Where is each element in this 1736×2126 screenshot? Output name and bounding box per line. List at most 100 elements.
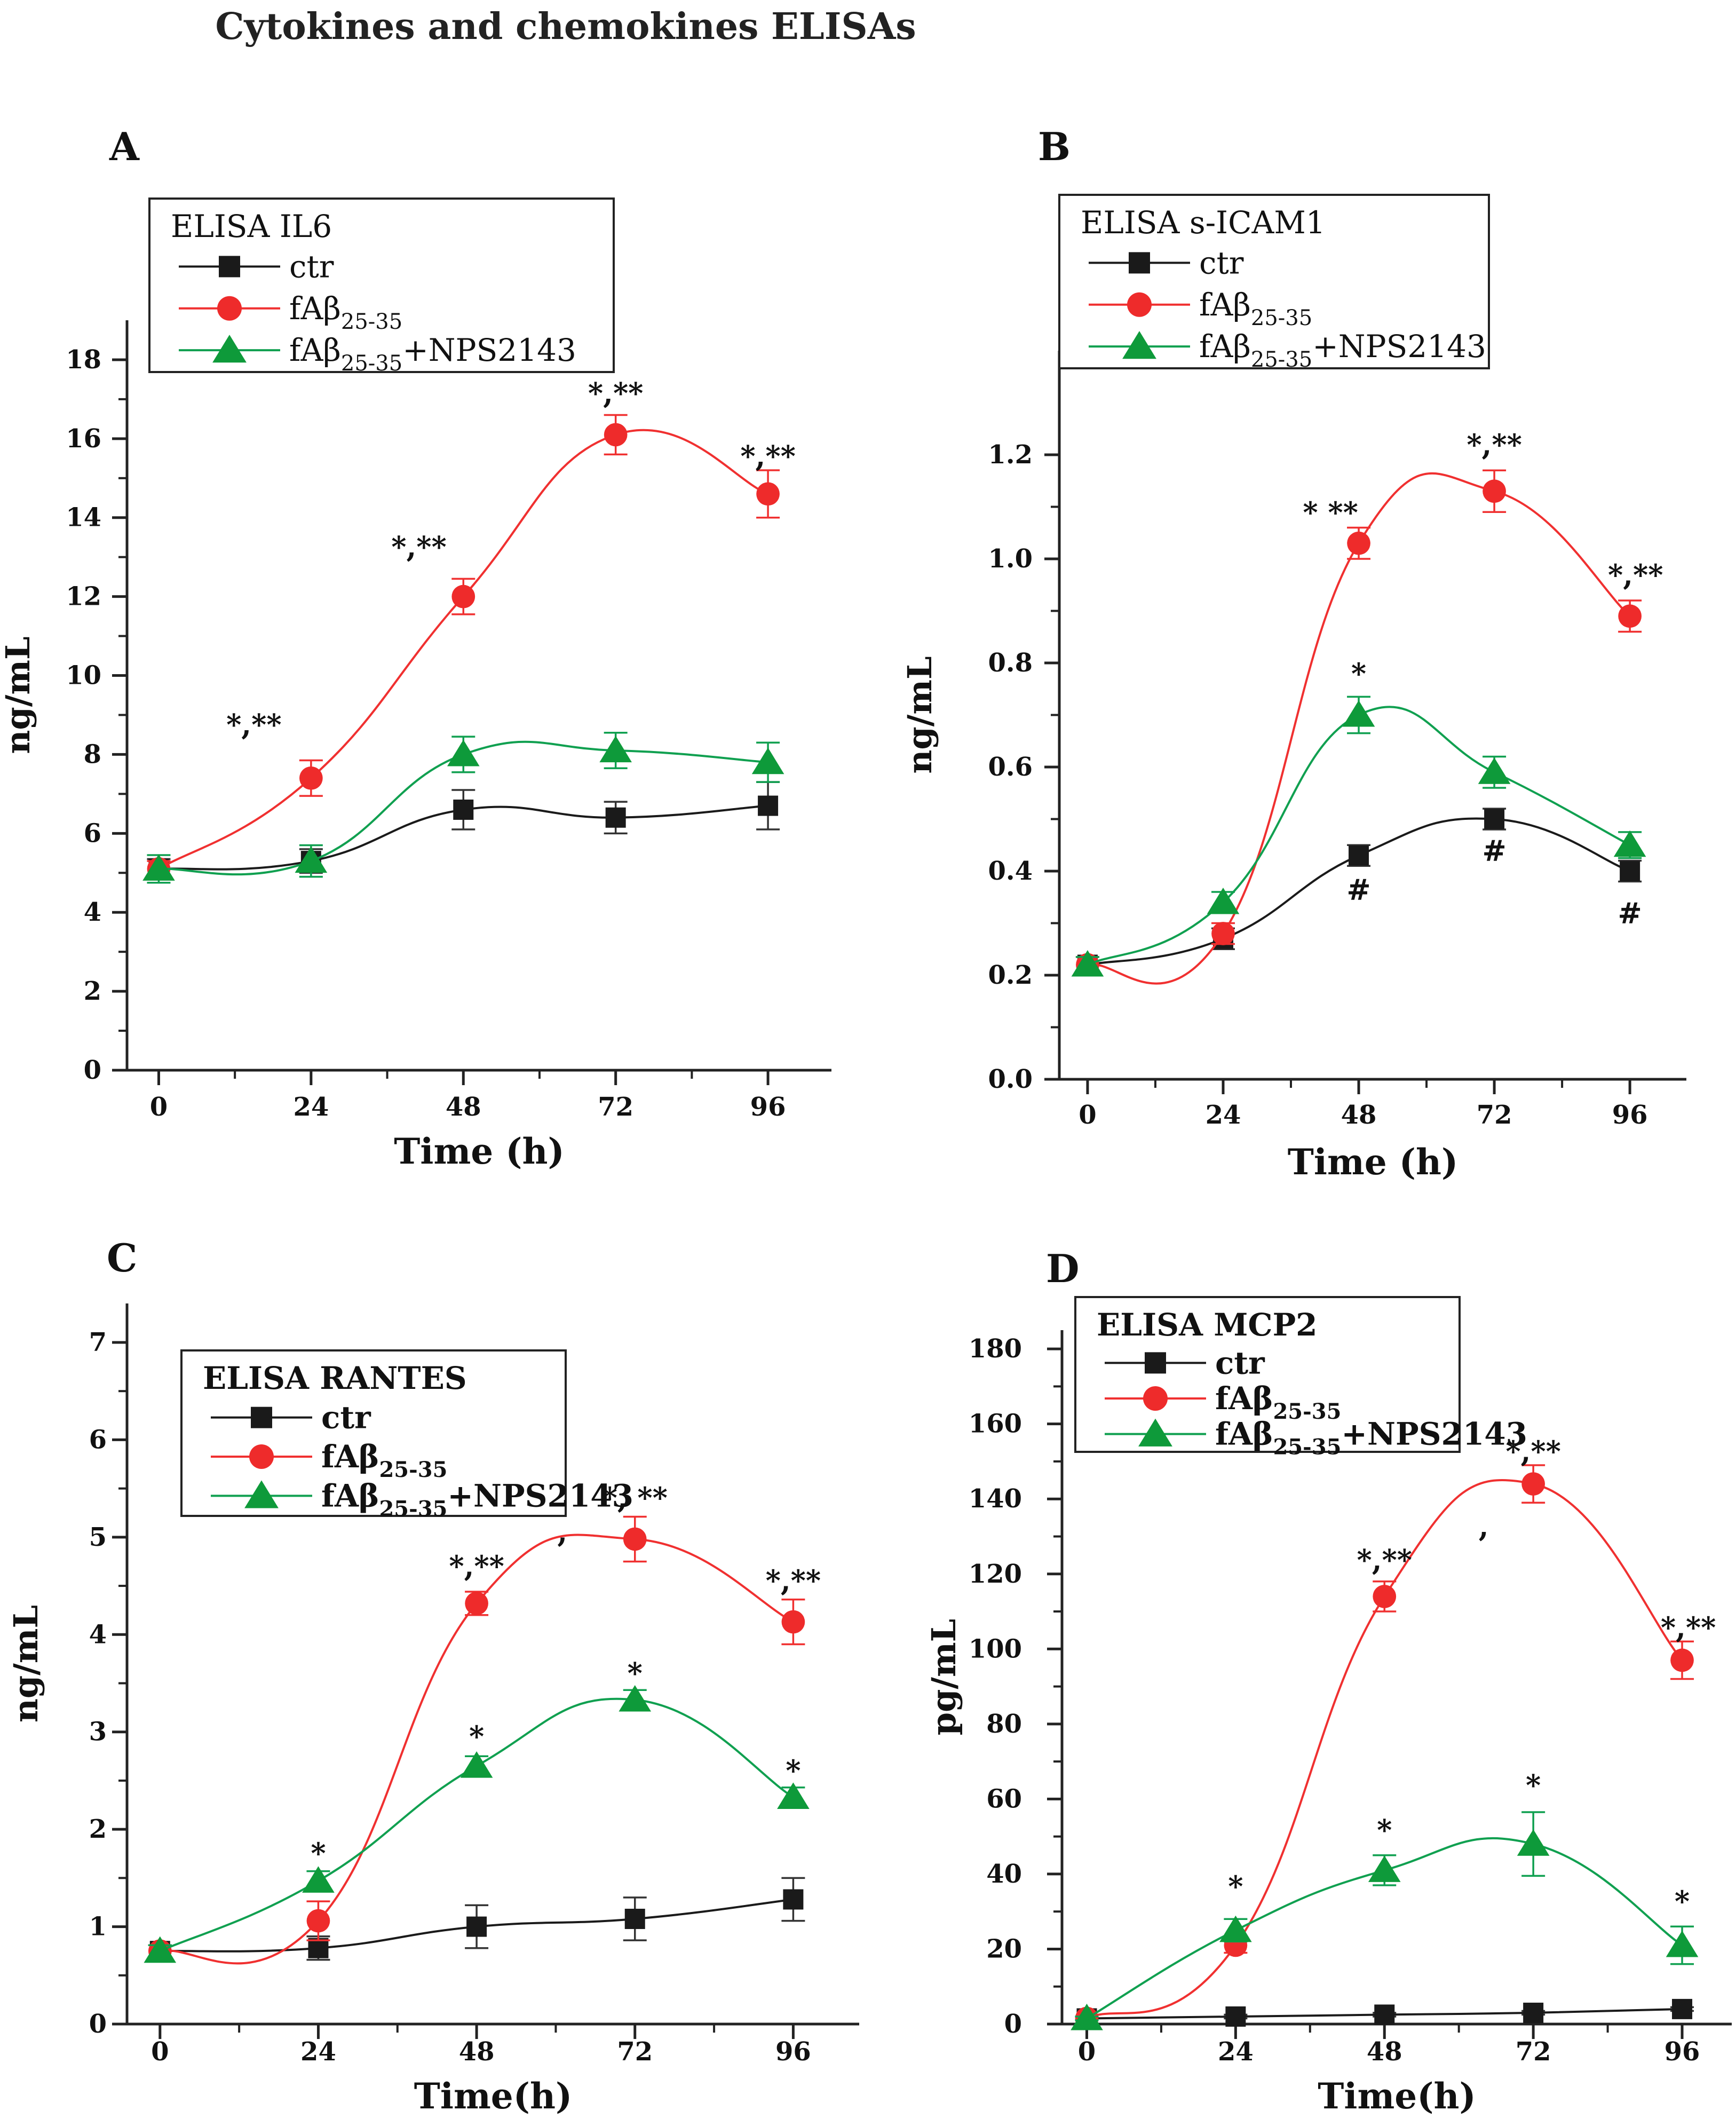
data-point-ctr	[605, 807, 626, 828]
legend-label-nps: fAβ25-35+NPS2143	[1215, 1416, 1527, 1460]
x-tick-label: 96	[1664, 2037, 1700, 2067]
data-point-fab	[756, 482, 780, 506]
legend-marker-ctr	[1129, 252, 1150, 274]
legend-marker-ctr	[251, 1406, 272, 1428]
data-point-ctr	[1484, 809, 1505, 829]
data-point-nps	[1613, 830, 1646, 857]
panel-letter: B	[1038, 124, 1071, 169]
legend-marker-nps	[1122, 331, 1156, 359]
y-tick-label: 5	[89, 1522, 107, 1552]
y-tick-label: 0.0	[988, 1064, 1033, 1094]
x-axis-label: Time(h)	[1318, 2075, 1476, 2117]
panel-letter: D	[1046, 1246, 1079, 1291]
significance-annotation: *,**	[740, 439, 796, 473]
significance-annotation: *,**	[766, 1563, 821, 1598]
y-axis-label: pg/mL	[924, 1619, 963, 1736]
significance-annotation: *	[311, 1836, 326, 1870]
x-tick-label: 72	[617, 2037, 653, 2067]
significance-annotation: #	[1482, 834, 1506, 868]
legend-title: ELISA s-ICAM1	[1081, 204, 1326, 241]
y-tick-label: 80	[986, 1709, 1022, 1739]
data-point-nps	[295, 846, 328, 873]
data-point-ctr	[758, 795, 779, 816]
data-point-ctr	[1620, 861, 1640, 881]
x-tick-label: 0	[1078, 2037, 1096, 2067]
significance-annotation: *,**	[1661, 1610, 1716, 1645]
y-tick-label: 160	[969, 1409, 1022, 1439]
y-tick-label: 3	[89, 1717, 107, 1747]
legend-label-fab: fAβ25-35	[1215, 1380, 1341, 1424]
significance-annotation: ,	[1479, 1509, 1489, 1543]
significance-annotation: *,**	[226, 707, 282, 741]
x-tick-label: 24	[1206, 1100, 1241, 1130]
data-point-ctr	[1374, 2004, 1395, 2025]
data-point-fab	[1618, 604, 1642, 628]
data-point-fab	[1521, 1472, 1545, 1496]
data-point-nps	[460, 1751, 493, 1778]
legend-label-fab: fAβ25-35	[1199, 287, 1312, 330]
significance-annotation: *,**	[391, 530, 447, 564]
y-tick-label: 1.0	[988, 544, 1033, 574]
significance-annotation: *	[1377, 1813, 1392, 1847]
y-tick-label: 12	[66, 582, 101, 612]
y-tick-label: 0	[84, 1055, 101, 1085]
legend-box	[180, 1349, 567, 1517]
x-tick-label: 0	[1079, 1100, 1096, 1130]
legend-label-nps: fAβ25-35+NPS2143	[321, 1477, 633, 1521]
y-tick-label: 1.2	[988, 440, 1033, 470]
significance-annotation: #	[1618, 896, 1642, 930]
y-tick-label: 6	[89, 1425, 107, 1455]
series-line-fab	[1086, 1479, 1683, 2020]
data-point-fab	[1373, 1585, 1397, 1608]
data-point-ctr	[453, 799, 474, 820]
data-point-nps	[777, 1782, 810, 1809]
legend-title: ELISA IL6	[171, 208, 332, 244]
significance-annotation: * **	[1303, 495, 1358, 529]
data-point-nps	[751, 747, 784, 774]
legend-marker-fab	[1127, 292, 1152, 317]
data-point-ctr	[783, 1889, 804, 1910]
legend-box	[1058, 194, 1490, 369]
data-point-fab	[306, 1909, 330, 1933]
legend-marker-nps	[1138, 1418, 1172, 1447]
data-point-fab	[623, 1527, 647, 1551]
x-tick-label: 0	[150, 1092, 168, 1122]
legend-label-nps: fAβ25-35+NPS2143	[289, 332, 576, 376]
legend-marker-nps	[212, 335, 247, 363]
series-nps	[1071, 696, 1646, 977]
data-point-fab	[781, 1610, 805, 1634]
legend-marker-fab	[249, 1444, 274, 1469]
legend-label-fab: fAβ25-35	[321, 1439, 447, 1482]
legend-marker-nps	[244, 1480, 279, 1508]
data-point-fab	[1670, 1648, 1694, 1672]
significance-annotation: *	[628, 1656, 643, 1690]
x-tick-label: 96	[775, 2037, 811, 2067]
data-point-fab	[465, 1592, 488, 1615]
series-line-fab	[1087, 472, 1631, 985]
data-point-fab	[299, 766, 323, 790]
chart-panel-d: D 0 24 48 72 96 0 20 40 60 80 100 120 140 160 180 Time(h…	[924, 1246, 1732, 2117]
series-nps	[144, 1685, 810, 1963]
y-tick-label: 14	[66, 503, 101, 533]
data-point-ctr	[1349, 845, 1369, 866]
y-tick-label: 140	[969, 1484, 1022, 1514]
significance-annotation: ,	[557, 1515, 567, 1549]
data-point-nps	[142, 854, 175, 881]
y-tick-label: 60	[986, 1784, 1022, 1814]
data-point-nps	[1342, 700, 1375, 727]
y-tick-label: 0.4	[988, 856, 1033, 886]
data-point-nps	[1368, 1855, 1401, 1882]
legend-label-fab: fAβ25-35	[289, 290, 402, 334]
data-point-nps	[144, 1936, 177, 1963]
data-point-ctr	[466, 1916, 487, 1937]
panel-letter: C	[107, 1235, 137, 1281]
x-tick-label: 48	[1341, 1100, 1377, 1130]
x-tick-label: 48	[446, 1092, 481, 1122]
data-point-ctr	[1225, 2006, 1246, 2027]
y-tick-label: 20	[986, 1934, 1022, 1964]
